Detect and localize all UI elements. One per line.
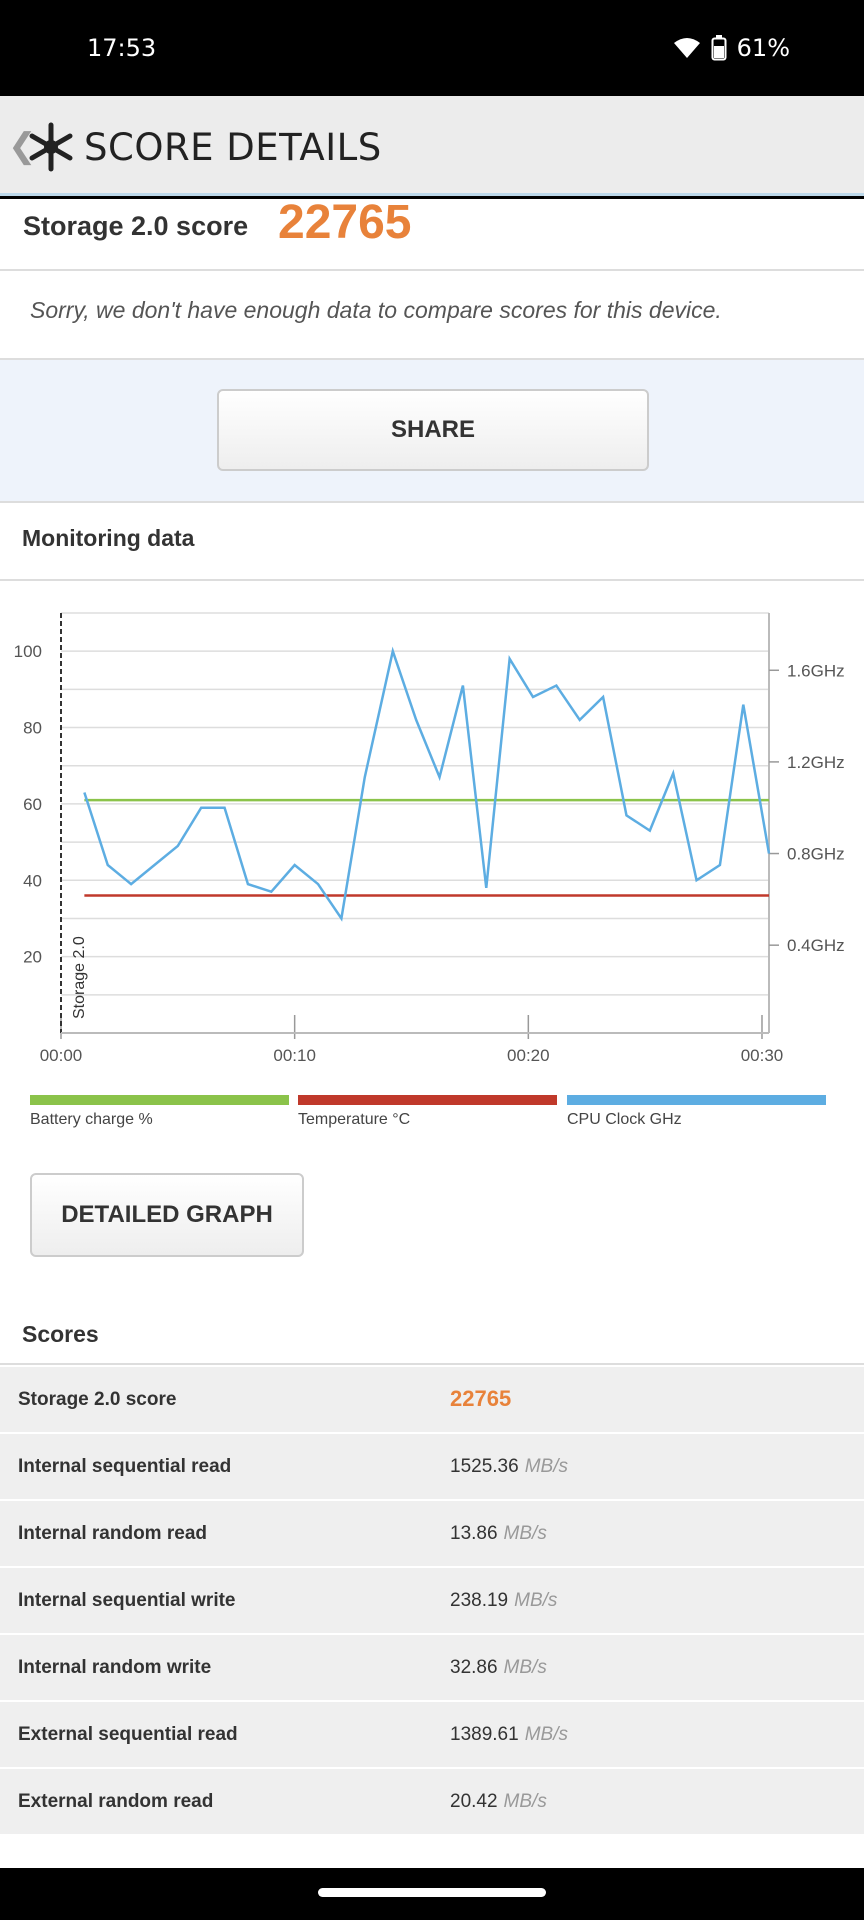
table-row: Internal sequential write 238.19 MB/s [0,1568,864,1635]
row-label: Internal random write [18,1657,212,1678]
row-label: Internal sequential read [18,1456,232,1477]
wifi-icon [673,38,700,58]
divider [0,269,864,271]
status-time: 17:53 [87,34,157,62]
battery-icon [711,35,727,61]
y-right-tick-label: 0.8GHz [787,845,845,864]
row-unit: MB/s [503,1791,547,1812]
row-unit: MB/s [524,1724,568,1745]
legend-swatch [298,1095,557,1105]
table-row: Internal random read 13.86 MB/s [0,1501,864,1568]
monitoring-chart: 100 80 60 40 20 1.6GHz 1.2GHz 0.8GHz 0.4GHz 00:00… [14,612,845,1065]
score-value: 22765 [278,199,412,249]
table-row: External sequential read 1389.61 MB/s [0,1702,864,1769]
detailed-graph-button[interactable]: DETAILED GRAPH [30,1173,304,1257]
y-right-tick-label: 0.4GHz [787,936,845,955]
x-tick-label: 00:20 [507,1046,550,1065]
series-line-cpu-clock-ghz [83,646,771,922]
row-value: 1525.36 MB/s [450,1456,568,1477]
x-tick-label: 00:10 [273,1046,316,1065]
monitoring-title: Monitoring data [22,525,195,551]
row-unit: MB/s [514,1590,558,1611]
score-card: Storage 2.0 score 22765 Sorry, we don't … [0,199,864,360]
legend-label: Battery charge % [30,1111,153,1128]
scores-table: Storage 2.0 score 22765 Internal sequentia… [0,1367,864,1836]
divider [0,1363,864,1365]
y-left-tick-label: 80 [23,719,42,738]
row-unit: MB/s [503,1523,547,1544]
app-bar: ❮ [0,96,864,196]
y-left-tick-label: 40 [23,871,42,890]
y-right-tick-label: 1.6GHz [787,661,845,680]
legend-label: Temperature °C [298,1111,411,1128]
x-tick-label: 00:00 [40,1046,83,1065]
status-bar: 17:53 61% [0,0,864,96]
row-label: Internal random read [18,1523,207,1544]
table-row: External random read 20.42 MB/s [0,1769,864,1836]
row-label: Internal sequential write [18,1590,236,1611]
row-label: External sequential read [18,1724,238,1745]
page-title: SCORE DETAILS [84,126,382,169]
x-tick-label: 00:30 [741,1046,784,1065]
y-right-tick-label: 1.2GHz [787,753,845,772]
row-value: 20.42 MB/s [450,1791,547,1812]
snowflake-logo-icon [29,122,73,172]
table-row: Internal sequential read 1525.36 MB/s [0,1434,864,1501]
score-label: Storage 2.0 score [23,211,249,241]
row-unit: MB/s [503,1657,547,1678]
table-row: Storage 2.0 score 22765 [0,1367,864,1434]
row-value: 13.86 MB/s [450,1523,547,1544]
home-gesture-handle[interactable] [318,1888,546,1897]
table-row: Internal random write 32.86 MB/s [0,1635,864,1702]
row-value: 238.19 MB/s [450,1590,558,1611]
legend-label: CPU Clock GHz [567,1111,682,1128]
legend-item: Battery charge % [30,1095,289,1129]
row-unit: MB/s [524,1456,568,1477]
legend-item: Temperature °C [298,1095,557,1129]
row-label: External random read [18,1791,214,1812]
monitoring-card: Monitoring data 100 80 60 40 20 1.6GHz 1.2GHz 0… [0,501,864,1868]
row-label: Storage 2.0 score [18,1389,177,1410]
y-left-tick-label: 60 [23,795,42,814]
row-value: 32.86 MB/s [450,1657,547,1678]
row-value: 1389.61 MB/s [450,1724,568,1745]
status-icons: 61% [673,34,790,62]
comparison-message: Sorry, we don't have enough data to comp… [30,297,722,323]
navigation-bar [0,1868,864,1920]
content-scroll[interactable]: Storage 2.0 score 22765 Sorry, we don't … [0,199,864,1868]
divider [0,579,864,581]
scores-title: Scores [22,1321,99,1347]
legend-swatch [30,1095,289,1105]
row-value: 22765 [450,1386,512,1411]
legend-swatch [567,1095,826,1105]
battery-percent: 61% [736,34,790,62]
chart-series-label: Storage 2.0 [71,936,88,1019]
share-button[interactable]: SHARE [217,389,649,471]
y-left-tick-label: 100 [14,642,42,661]
legend-item: CPU Clock GHz [567,1095,826,1129]
y-left-tick-label: 20 [23,948,42,967]
